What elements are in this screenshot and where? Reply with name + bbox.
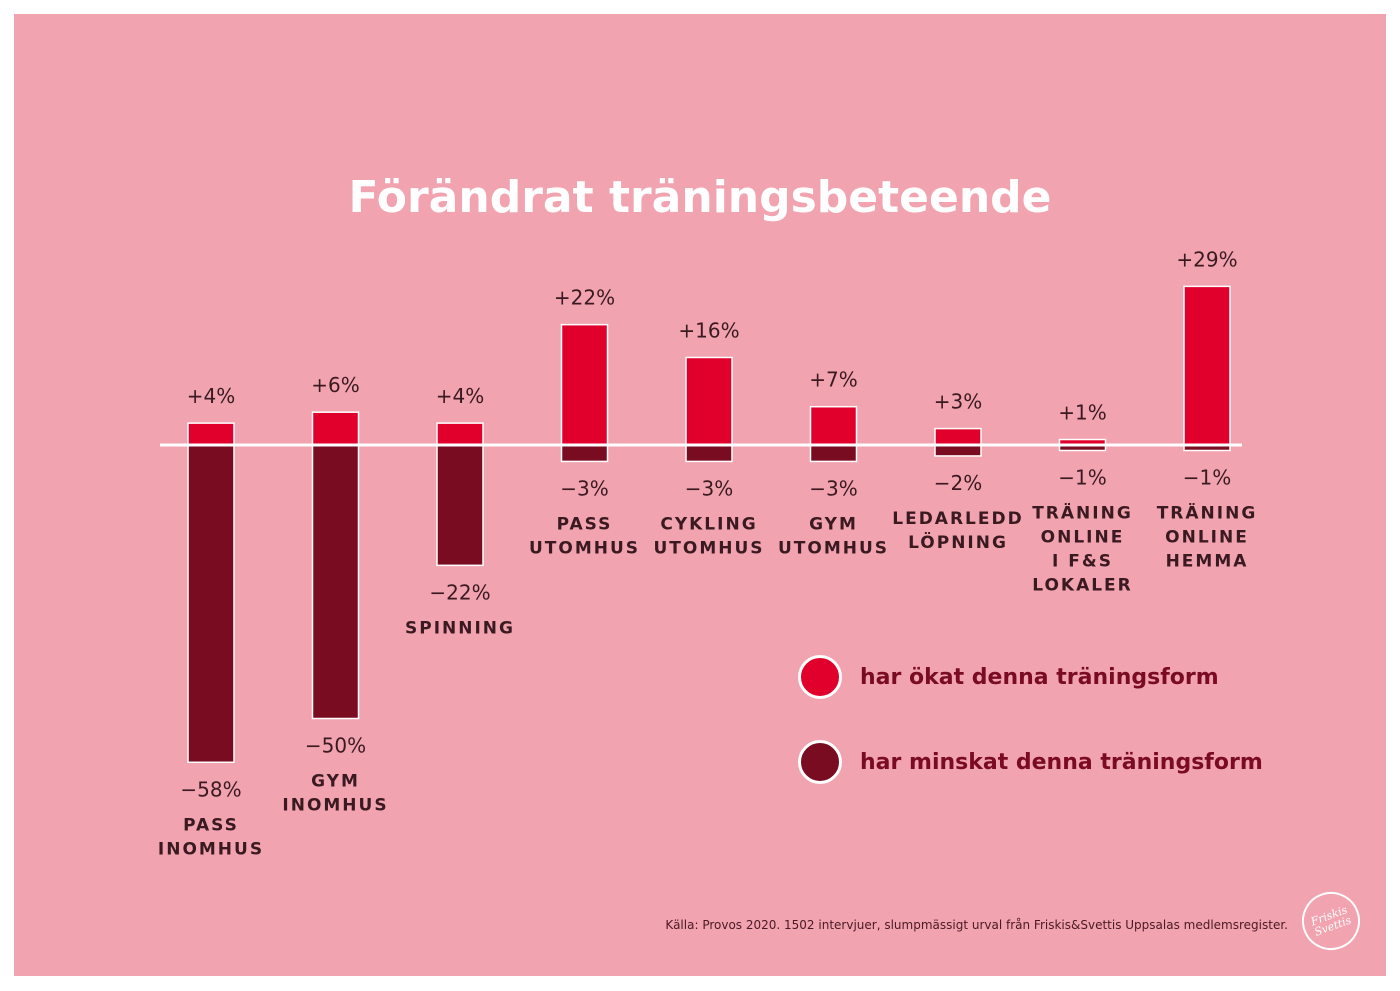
category-label: ONLINE	[1041, 527, 1125, 547]
legend-item-increase: har ökat denna träningsform	[798, 655, 1219, 699]
bar-increase	[809, 405, 858, 446]
bar-increase	[311, 411, 360, 446]
value-label-increase: +1%	[1058, 401, 1107, 425]
category-label: CYKLING	[660, 514, 757, 534]
bar-increase	[560, 323, 609, 446]
value-label-increase: +6%	[311, 373, 360, 397]
legend-label-increase: har ökat denna träningsform	[860, 664, 1219, 690]
category-label: LÖPNING	[908, 531, 1008, 553]
bar-increase	[436, 422, 484, 446]
category-label: UTOMHUS	[653, 538, 764, 558]
category-label: SPINNING	[405, 618, 515, 638]
category-label: LOKALER	[1032, 575, 1133, 595]
category-label: INOMHUS	[158, 839, 264, 859]
legend-swatch-decrease	[798, 740, 842, 784]
legend-label-decrease: har minskat denna träningsform	[860, 749, 1263, 775]
legend-swatch-increase	[798, 655, 842, 699]
value-label-decrease: −3%	[560, 476, 609, 500]
value-label-decrease: −3%	[685, 476, 734, 500]
value-label-increase: +3%	[934, 390, 983, 414]
value-label-increase: +4%	[187, 384, 236, 408]
bar-increase	[685, 356, 733, 446]
value-label-increase: +16%	[678, 318, 739, 342]
category-label: UTOMHUS	[529, 538, 640, 558]
category-label: GYM	[809, 514, 858, 534]
bar-decrease	[934, 444, 982, 457]
bar-decrease	[809, 444, 858, 463]
value-label-decrease: −58%	[180, 777, 241, 801]
value-label-increase: +7%	[809, 368, 858, 392]
chart-title: Förändrat träningsbeteende	[348, 172, 1052, 223]
category-label: PASS	[557, 514, 613, 534]
bar-increase	[187, 422, 235, 446]
category-label: GYM	[311, 772, 360, 792]
source-note: Källa: Provos 2020. 1502 intervjuer, slu…	[665, 918, 1288, 932]
category-label: LEDARLEDD	[892, 509, 1023, 529]
value-label-decrease: −3%	[809, 476, 858, 500]
value-label-increase: +4%	[436, 384, 485, 408]
bar-decrease	[685, 444, 733, 463]
chart-panel	[14, 14, 1386, 976]
category-label: INOMHUS	[282, 796, 388, 816]
bar-increase	[1183, 285, 1231, 446]
category-label: TRÄNING	[1157, 501, 1258, 523]
value-label-decrease: −22%	[429, 580, 490, 604]
value-label-increase: +29%	[1176, 247, 1237, 271]
category-label: PASS	[183, 815, 239, 835]
value-label-decrease: −50%	[305, 734, 366, 758]
value-label-decrease: −1%	[1058, 465, 1107, 489]
value-label-decrease: −2%	[934, 471, 983, 495]
value-label-decrease: −1%	[1183, 465, 1232, 489]
category-label: ONLINE	[1165, 527, 1249, 547]
legend-item-decrease: har minskat denna träningsform	[798, 740, 1263, 784]
category-label: UTOMHUS	[778, 538, 889, 558]
bar-decrease	[560, 444, 609, 463]
bar-increase	[934, 427, 982, 446]
category-label: TRÄNING	[1032, 501, 1133, 523]
bar-decrease	[436, 444, 484, 567]
bar-decrease	[311, 444, 360, 720]
category-label: I F&S	[1052, 551, 1113, 571]
value-label-increase: +22%	[554, 286, 615, 310]
bar-decrease	[187, 444, 235, 764]
category-label: HEMMA	[1166, 551, 1249, 571]
